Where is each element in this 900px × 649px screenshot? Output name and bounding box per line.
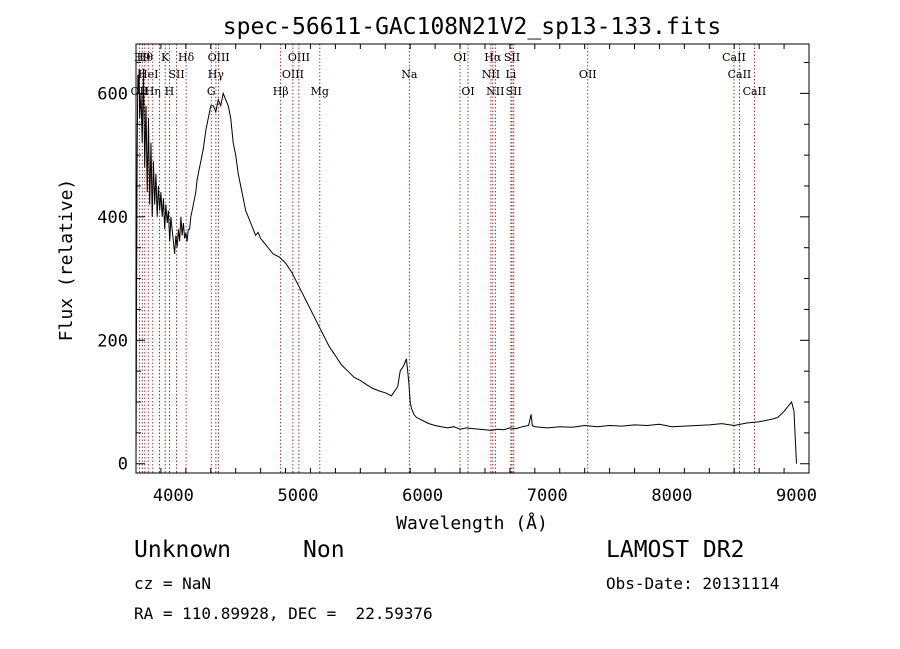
spectral-line-label: Hθ xyxy=(137,51,154,64)
spectral-line-label: K xyxy=(161,51,170,64)
spectral-line-label: SII xyxy=(504,51,520,64)
spectral-line-label: OI xyxy=(461,85,474,98)
spectral-line-label: OIII xyxy=(208,51,230,64)
redshift-cz: cz = NaN xyxy=(134,574,212,593)
spectral-line-label: OI xyxy=(453,51,466,64)
x-tick-label: 5000 xyxy=(278,486,319,506)
spectral-line-label: Hγ xyxy=(208,68,225,81)
y-tick-label: 0 xyxy=(118,455,128,475)
spectral-line-label: SII xyxy=(169,68,185,81)
y-axis: 0 200 400 600 xyxy=(97,62,809,475)
object-class: Unknown xyxy=(134,537,231,563)
x-axis: 4000 5000 6000 7000 8000 9000 xyxy=(135,44,817,506)
y-tick-label: 600 xyxy=(97,84,128,104)
spectral-line-label: CaII xyxy=(728,68,752,81)
x-tick-label: 4000 xyxy=(153,486,194,506)
spectral-line-label: NII xyxy=(486,85,504,98)
spectral-line-label: OIII xyxy=(288,51,310,64)
spectrum-line xyxy=(135,68,797,464)
obs-date: Obs-Date: 20131114 xyxy=(606,574,780,593)
y-tick-label: 400 xyxy=(97,208,128,228)
spectral-line-label: OIII xyxy=(282,68,304,81)
x-axis-label: Wavelength (Å) xyxy=(396,512,548,534)
spectral-line-label: SII xyxy=(506,85,522,98)
spectral-line-label: NII xyxy=(482,68,500,81)
coordinates: RA = 110.89928, DEC = 22.59376 xyxy=(134,604,433,623)
spectral-line-label: H xyxy=(165,85,175,98)
spectral-line-label: CaII xyxy=(722,51,746,64)
plot-frame xyxy=(135,43,810,474)
spectral-line-label: Hδ xyxy=(178,51,195,64)
y-axis-label: Flux (relative) xyxy=(56,179,77,342)
x-tick-label: 9000 xyxy=(776,486,817,506)
spectral-line-label: HeI xyxy=(138,68,158,81)
spectral-line-label: H9 xyxy=(134,51,151,64)
x-tick-label: 6000 xyxy=(402,486,443,506)
spectral-line-label: CaII xyxy=(743,85,767,98)
x-tick-label: 8000 xyxy=(651,486,692,506)
survey-name: LAMOST DR2 xyxy=(606,537,745,563)
spectral-line-label: OII xyxy=(579,68,597,81)
chart-title: spec-56611-GAC108N21V2_sp13-133.fits xyxy=(223,14,722,40)
x-tick-label: 7000 xyxy=(527,486,568,506)
y-tick-label: 200 xyxy=(97,331,128,351)
spectral-line-label: Hβ xyxy=(273,85,289,98)
spectral-line-label: Li xyxy=(505,68,516,81)
spectral-line-label: Na xyxy=(401,68,418,81)
spectral-line-markers xyxy=(138,44,755,473)
spectral-line-label: Hα xyxy=(484,51,502,64)
spectral-line-label: Hη xyxy=(145,85,161,98)
spectral-line-label: Mg xyxy=(311,85,329,98)
spectral-line-label: G xyxy=(207,85,216,98)
object-subclass: Non xyxy=(303,537,345,563)
